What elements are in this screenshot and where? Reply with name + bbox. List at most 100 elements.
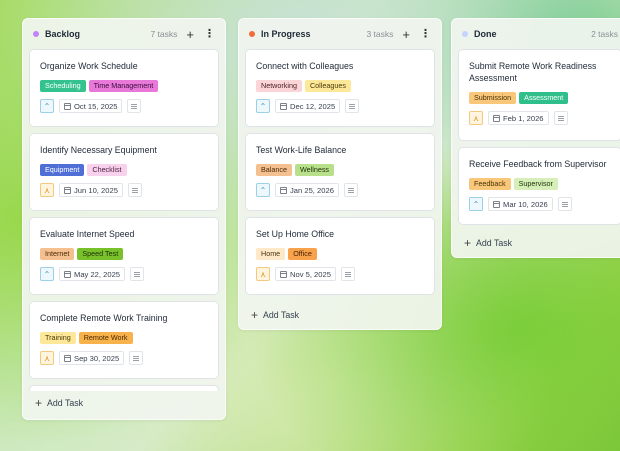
notes-button[interactable]: [129, 351, 144, 365]
task-card[interactable]: Set Up Home Office Home Office ⋏ Nov 5, …: [245, 217, 435, 295]
tag: Internet: [40, 248, 75, 260]
tag: Checklist: [87, 164, 127, 176]
task-count: 7 tasks: [150, 29, 178, 39]
tag: Office: [288, 248, 317, 260]
tag: Colleagues: [304, 80, 351, 92]
notes-button[interactable]: [345, 99, 360, 113]
task-card[interactable]: Evaluate Internet Speed Internet Speed T…: [29, 217, 219, 295]
chevron-up-icon[interactable]: ⌃: [469, 197, 483, 211]
card-title: Submit Remote Work Readiness Assessment: [469, 61, 597, 83]
card-meta: ⌃ Mar 10, 2026: [469, 197, 611, 211]
due-date[interactable]: Nov 5, 2025: [275, 267, 336, 281]
due-date[interactable]: Feb 1, 2026: [488, 111, 549, 125]
card-meta: ⋏ Feb 1, 2026: [469, 111, 611, 125]
card-meta: ⌃ Oct 15, 2025: [40, 99, 208, 113]
double-chevron-up-icon[interactable]: ⋏: [256, 267, 270, 281]
date-text: Jun 10, 2025: [74, 185, 118, 195]
double-chevron-up-icon[interactable]: ⋏: [40, 183, 54, 197]
tag: Supervisor: [513, 178, 558, 190]
date-text: Dec 12, 2025: [290, 101, 336, 111]
notes-icon: [344, 271, 351, 277]
chevron-up-icon[interactable]: ⌃: [40, 267, 54, 281]
notes-button[interactable]: [127, 99, 142, 113]
notes-icon: [131, 187, 138, 193]
notes-button[interactable]: [130, 267, 145, 281]
tag-list: Networking Colleagues: [256, 80, 424, 92]
due-date[interactable]: Sep 30, 2025: [59, 351, 125, 365]
chevron-up-icon[interactable]: ⌃: [256, 183, 270, 197]
task-card[interactable]: Organize Work Schedule Scheduling Time M…: [29, 49, 219, 127]
card-meta: ⋏ Nov 5, 2025: [256, 267, 424, 281]
date-text: Sep 30, 2025: [74, 353, 120, 363]
card-list: Submit Remote Work Readiness Assessment …: [452, 49, 620, 225]
status-dot: [33, 31, 39, 37]
more-vertical-icon[interactable]: ⋮: [204, 27, 215, 40]
tag: Wellness: [294, 164, 335, 176]
column-header: Done 2 tasks: [452, 19, 620, 49]
task-card[interactable]: Identify Necessary Equipment Equipment C…: [29, 133, 219, 211]
notes-button[interactable]: [343, 183, 358, 197]
tag-list: Submission Assessment: [469, 92, 611, 104]
chevron-up-icon[interactable]: ⌃: [40, 99, 54, 113]
calendar-icon: [280, 186, 287, 194]
card-meta: ⌃ Dec 12, 2025: [256, 99, 424, 113]
notes-button[interactable]: [553, 111, 568, 125]
notes-button[interactable]: [557, 197, 572, 211]
task-card[interactable]: Submit Remote Work Readiness Assessment …: [458, 49, 620, 141]
date-text: Mar 10, 2026: [503, 199, 548, 209]
notes-button[interactable]: [340, 267, 355, 281]
card-title: Complete Remote Work Training: [40, 313, 168, 323]
card-title: Test Work-Life Balance: [256, 145, 347, 155]
tag-list: Internet Speed Test: [40, 248, 208, 260]
due-date[interactable]: Jun 10, 2025: [59, 183, 123, 197]
due-date[interactable]: Dec 12, 2025: [275, 99, 341, 113]
tag-list: Feedback Supervisor: [469, 178, 611, 190]
double-chevron-up-icon[interactable]: ⋏: [40, 351, 54, 365]
calendar-icon: [64, 270, 71, 278]
notes-button[interactable]: [127, 183, 142, 197]
date-text: Nov 5, 2025: [290, 269, 331, 279]
add-task-button[interactable]: + Add Task: [23, 397, 95, 409]
task-count: 3 tasks: [366, 29, 394, 39]
calendar-icon: [280, 102, 287, 110]
due-date[interactable]: May 22, 2025: [59, 267, 126, 281]
chevron-up-icon[interactable]: ⌃: [256, 99, 270, 113]
double-chevron-up-icon[interactable]: ⋏: [469, 111, 483, 125]
column-header: Backlog 7 tasks + ⋮: [23, 19, 225, 49]
calendar-icon: [64, 354, 71, 362]
plus-icon[interactable]: +: [402, 26, 410, 42]
column-title: In Progress: [261, 29, 311, 39]
add-task-label: Add Task: [476, 238, 513, 248]
add-task-button[interactable]: + Add Task: [239, 309, 311, 321]
due-date[interactable]: Mar 10, 2026: [488, 197, 553, 211]
task-card[interactable]: Receive Feedback from Supervisor Feedbac…: [458, 147, 620, 225]
due-date[interactable]: Jan 25, 2026: [275, 183, 339, 197]
column-done: Done 2 tasks Submit Remote Work Readines…: [451, 18, 620, 258]
tag: Training: [40, 332, 76, 344]
task-card[interactable]: Test Work-Life Balance Balance Wellness …: [245, 133, 435, 211]
task-card-partial[interactable]: [29, 385, 219, 391]
more-vertical-icon[interactable]: ⋮: [420, 27, 431, 40]
card-title: Set Up Home Office: [256, 229, 335, 239]
card-title: Receive Feedback from Supervisor: [469, 159, 607, 169]
task-card[interactable]: Complete Remote Work Training Training R…: [29, 301, 219, 379]
add-task-button[interactable]: + Add Task: [452, 237, 524, 249]
tag: Time Management: [88, 80, 159, 92]
card-title: Connect with Colleagues: [256, 61, 354, 71]
column-title: Backlog: [45, 29, 81, 39]
plus-icon: +: [251, 308, 259, 322]
tag-list: Equipment Checklist: [40, 164, 208, 176]
tag: Networking: [256, 80, 302, 92]
card-meta: ⌃ May 22, 2025: [40, 267, 208, 281]
status-dot: [462, 31, 468, 37]
card-meta: ⋏ Jun 10, 2025: [40, 183, 208, 197]
date-text: Jan 25, 2026: [290, 185, 334, 195]
due-date[interactable]: Oct 15, 2025: [59, 99, 123, 113]
task-count: 2 tasks: [591, 29, 618, 39]
plus-icon[interactable]: +: [186, 26, 194, 42]
notes-icon: [131, 103, 138, 109]
card-list: Organize Work Schedule Scheduling Time M…: [23, 49, 225, 391]
date-text: Oct 15, 2025: [74, 101, 118, 111]
card-meta: ⋏ Sep 30, 2025: [40, 351, 208, 365]
task-card[interactable]: Connect with Colleagues Networking Colle…: [245, 49, 435, 127]
